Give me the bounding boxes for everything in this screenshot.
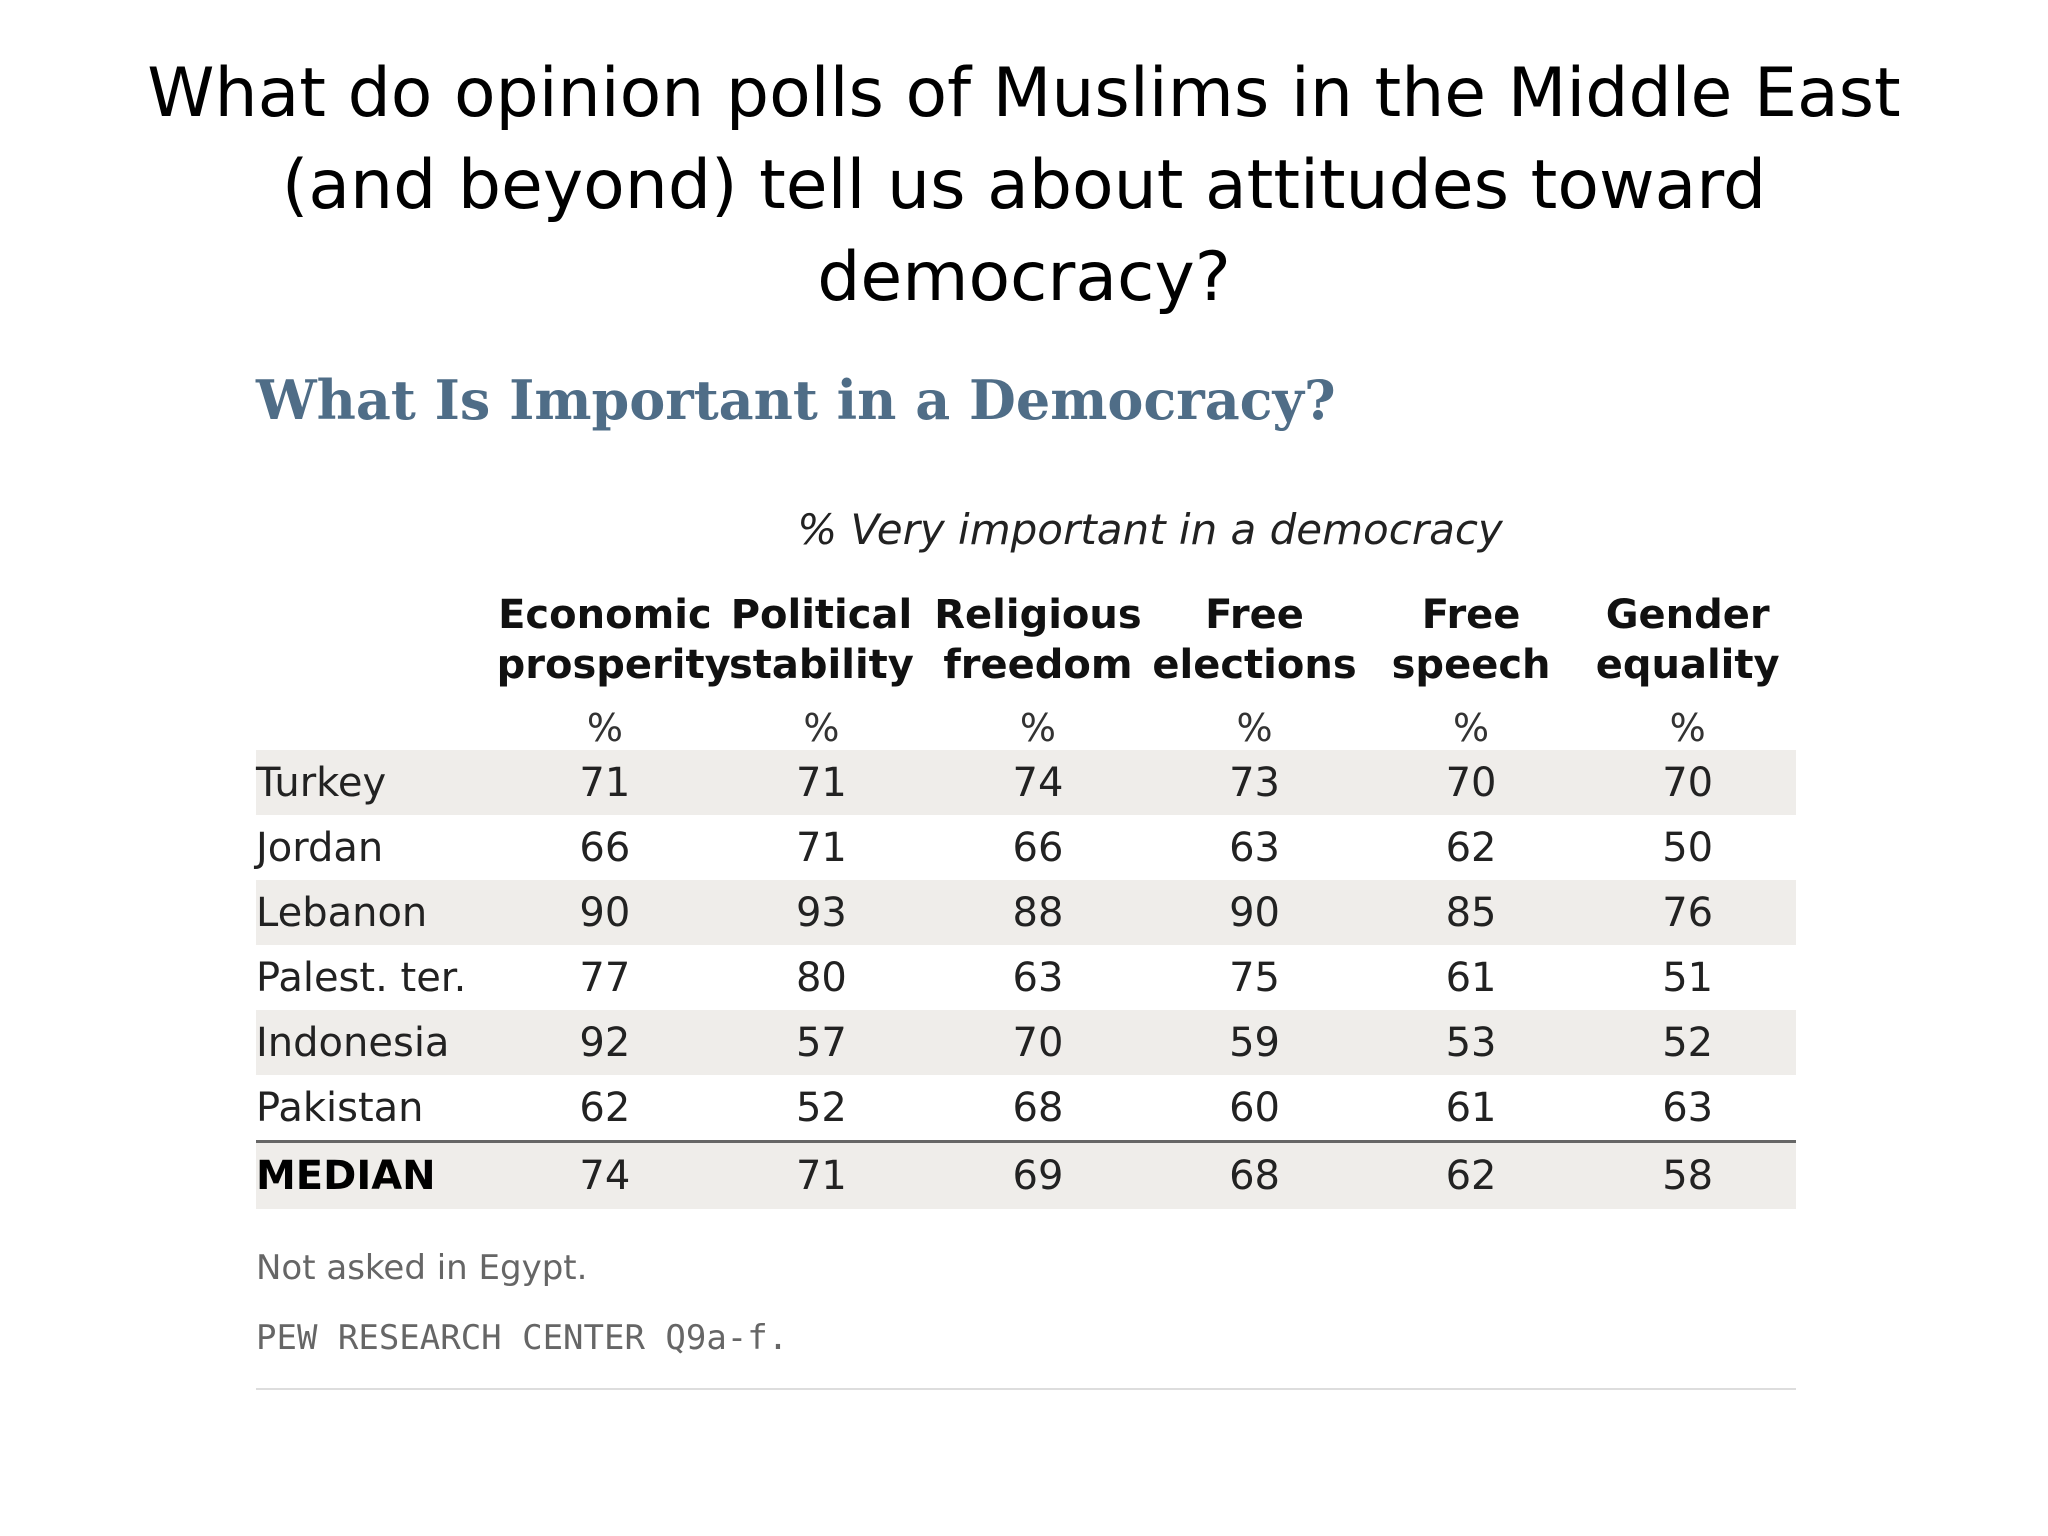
source-credit: PEW RESEARCH CENTER Q9a-f. xyxy=(256,1318,789,1358)
value-cell: 63 xyxy=(1662,1084,1714,1131)
column-header-gender-equality: Gender equality xyxy=(1579,590,1796,690)
column-header-country xyxy=(256,590,497,690)
value-cell: 77 xyxy=(579,954,631,1001)
table-row: Pakistan 62 52 68 60 61 63 xyxy=(256,1075,1796,1142)
slide-title-line-1: What do opinion polls of Muslims in the … xyxy=(147,54,1901,133)
value-cell: 68 xyxy=(1012,1084,1064,1131)
median-value-cell: 62 xyxy=(1362,1140,1580,1209)
value-cell: 88 xyxy=(929,880,1147,945)
median-value-cell: 58 xyxy=(1579,1140,1796,1209)
median-value-cell: 71 xyxy=(713,1140,930,1209)
unit-cell: % xyxy=(1019,706,1057,750)
value-cell: 66 xyxy=(1012,824,1064,871)
footnote: Not asked in Egypt. xyxy=(256,1248,588,1288)
unit-cell: % xyxy=(1236,706,1273,750)
value-cell: 60 xyxy=(1229,1084,1280,1131)
value-cell: 62 xyxy=(1445,824,1497,871)
unit-cell: % xyxy=(1453,706,1490,750)
value-cell: 52 xyxy=(795,1084,847,1131)
median-value-cell: 69 xyxy=(929,1140,1147,1209)
value-cell: 63 xyxy=(1012,954,1064,1001)
column-header-row: Economic prosperity Political stability … xyxy=(256,590,1796,690)
value-cell: 93 xyxy=(713,880,930,945)
column-header-line: equality xyxy=(1595,642,1780,688)
column-header-line: Political xyxy=(730,592,913,638)
value-cell: 90 xyxy=(496,880,714,945)
unit-cell: % xyxy=(586,706,623,750)
unit-row: % % % % % % xyxy=(256,690,1796,750)
median-label: MEDIAN xyxy=(256,1140,497,1209)
column-header-political-stability: Political stability xyxy=(713,590,930,690)
column-header-economic-prosperity: Economic prosperity xyxy=(496,590,731,690)
column-header-line: freedom xyxy=(943,642,1133,688)
value-cell: 73 xyxy=(1146,750,1363,815)
value-cell: 57 xyxy=(713,1010,930,1075)
table-row: Lebanon 90 93 88 90 85 76 xyxy=(256,880,1796,945)
median-value-cell: 74 xyxy=(496,1140,714,1209)
value-cell: 85 xyxy=(1362,880,1580,945)
data-table: Economic prosperity Political stability … xyxy=(256,590,1796,1209)
column-header-line: Free xyxy=(1205,592,1304,638)
column-header-line: stability xyxy=(728,642,914,688)
column-header-line: Religious xyxy=(934,592,1142,638)
column-header-line: speech xyxy=(1391,642,1551,688)
value-cell: 70 xyxy=(929,1010,1147,1075)
value-cell: 66 xyxy=(579,824,631,871)
data-table-container: Economic prosperity Political stability … xyxy=(256,590,1796,1209)
slide-title-line-3: democracy? xyxy=(817,238,1231,317)
value-cell: 63 xyxy=(1229,824,1280,871)
row-label: Palest. ter. xyxy=(256,954,467,1001)
value-cell: 52 xyxy=(1579,1010,1796,1075)
slide-title: What do opinion polls of Muslims in the … xyxy=(120,48,1928,324)
column-header-free-speech: Free speech xyxy=(1363,590,1580,690)
value-cell: 90 xyxy=(1146,880,1363,945)
chart-title: What Is Important in a Democracy? xyxy=(256,368,1336,432)
median-value-cell: 68 xyxy=(1146,1140,1363,1209)
bottom-divider xyxy=(256,1388,1796,1390)
value-cell: 75 xyxy=(1229,954,1280,1001)
value-cell: 70 xyxy=(1579,750,1796,815)
chart-subtitle: % Very important in a democracy xyxy=(797,505,1503,554)
column-header-line: elections xyxy=(1152,642,1357,688)
table-row: Indonesia 92 57 70 59 53 52 xyxy=(256,1010,1796,1075)
value-cell: 62 xyxy=(579,1084,631,1131)
unit-cell: % xyxy=(803,706,840,750)
table-row: Turkey 71 71 74 73 70 70 xyxy=(256,750,1796,815)
row-label: Pakistan xyxy=(256,1084,424,1131)
column-header-line: Free xyxy=(1421,592,1521,638)
value-cell: 71 xyxy=(795,824,847,871)
value-cell: 51 xyxy=(1662,954,1714,1001)
column-header-line: prosperity xyxy=(496,642,731,688)
unit-cell-empty xyxy=(256,690,497,750)
value-cell: 71 xyxy=(496,750,714,815)
unit-cell: % xyxy=(1669,706,1706,750)
value-cell: 53 xyxy=(1362,1010,1580,1075)
row-label: Jordan xyxy=(256,824,384,871)
row-label: Turkey xyxy=(256,750,497,815)
value-cell: 80 xyxy=(795,954,847,1001)
column-header-line: Economic xyxy=(498,592,712,638)
value-cell: 92 xyxy=(496,1010,714,1075)
value-cell: 50 xyxy=(1662,824,1714,871)
table-row: Jordan 66 71 66 63 62 50 xyxy=(256,815,1796,880)
slide-title-line-2: (and beyond) tell us about attitudes tow… xyxy=(281,146,1767,225)
value-cell: 76 xyxy=(1579,880,1796,945)
median-row: MEDIAN 74 71 69 68 62 58 xyxy=(256,1140,1796,1209)
value-cell: 61 xyxy=(1445,954,1497,1001)
value-cell: 74 xyxy=(929,750,1147,815)
value-cell: 70 xyxy=(1362,750,1580,815)
table-body: Turkey 71 71 74 73 70 70 Jordan 66 71 66… xyxy=(256,750,1796,1209)
row-label: Lebanon xyxy=(256,880,497,945)
value-cell: 71 xyxy=(713,750,930,815)
column-header-line: Gender xyxy=(1605,592,1770,638)
column-header-free-elections: Free elections xyxy=(1146,590,1363,690)
table-row: Palest. ter. 77 80 63 75 61 51 xyxy=(256,945,1796,1010)
row-label: Indonesia xyxy=(256,1010,497,1075)
value-cell: 59 xyxy=(1146,1010,1363,1075)
value-cell: 61 xyxy=(1445,1084,1497,1131)
column-header-religious-freedom: Religious freedom xyxy=(930,590,1147,690)
